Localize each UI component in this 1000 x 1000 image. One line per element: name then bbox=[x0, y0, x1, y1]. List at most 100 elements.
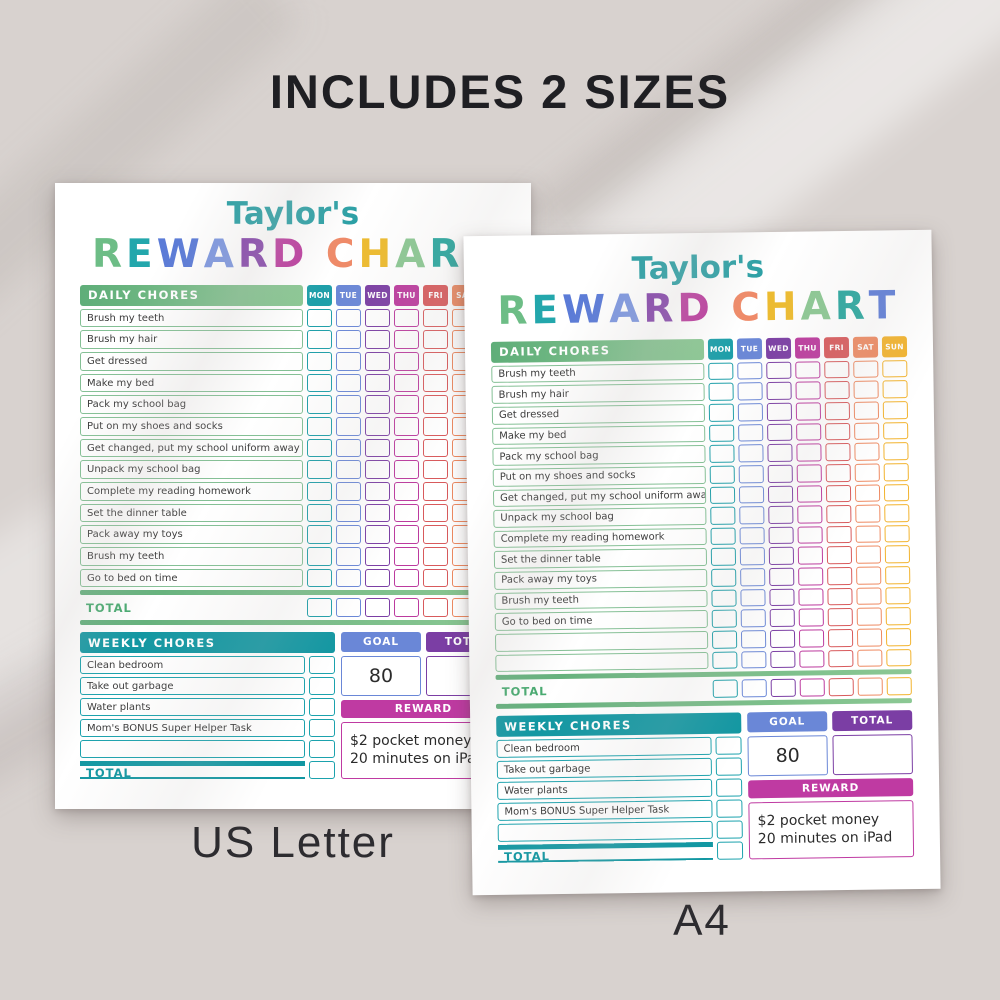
day-header-mon: MON bbox=[707, 338, 734, 360]
day-checkbox-cell bbox=[853, 401, 880, 420]
day-checkbox-cell bbox=[394, 373, 419, 393]
heading-letter: A bbox=[395, 231, 430, 277]
daily-chore-row: Make my bed bbox=[80, 373, 506, 393]
daily-chore-row: Brush my teeth bbox=[494, 586, 911, 611]
weekly-chore-row: Water plants bbox=[497, 778, 743, 800]
heading-letter: R bbox=[497, 288, 532, 334]
chore-name: Get dressed bbox=[80, 352, 303, 371]
weekly-checkbox-cell bbox=[715, 757, 742, 776]
day-checkbox-cell bbox=[336, 547, 361, 566]
day-checkbox-cell bbox=[710, 527, 736, 546]
day-checkbox-cell bbox=[423, 482, 448, 501]
day-checkbox-cell bbox=[856, 566, 882, 585]
day-header-mon: MON bbox=[307, 284, 332, 306]
daily-total-label: TOTAL bbox=[501, 684, 548, 699]
heading-letter: E bbox=[531, 287, 563, 334]
weekly-checkbox-cell bbox=[309, 740, 335, 758]
daily-chore-row: Brush my teeth bbox=[491, 359, 908, 384]
day-checkbox-cell bbox=[711, 568, 737, 587]
day-checkbox-cell bbox=[795, 361, 821, 380]
page-title: INCLUDES 2 SIZES bbox=[269, 65, 731, 118]
day-checkbox-cell bbox=[827, 608, 853, 627]
day-checkbox-cell bbox=[795, 402, 822, 421]
weekly-checkbox-cell bbox=[309, 761, 335, 779]
day-checkbox-cell bbox=[740, 568, 766, 587]
day-checkbox-cell bbox=[824, 401, 851, 420]
day-checkbox-cell bbox=[336, 417, 361, 436]
weekly-chore-row: Clean bedroom bbox=[80, 656, 335, 674]
daily-empty-row bbox=[494, 628, 912, 652]
reward-header: REWARD bbox=[341, 700, 506, 718]
chore-name: Go to bed on time bbox=[80, 568, 303, 588]
chart-heading: REWARD CHART bbox=[80, 231, 506, 277]
day-header-thu: THU bbox=[794, 337, 821, 359]
daily-total-row: TOTAL bbox=[496, 677, 912, 700]
day-checkbox-cell bbox=[885, 566, 911, 585]
chore-name: Unpack my school bag bbox=[80, 460, 303, 480]
day-checkbox-cell bbox=[856, 607, 882, 626]
daily-chore-row: Go to bed on time bbox=[494, 607, 911, 631]
day-checkbox-cell bbox=[882, 359, 908, 378]
day-checkbox-cell bbox=[798, 567, 824, 586]
day-header-fri: FRI bbox=[823, 336, 850, 358]
day-checkbox-cell bbox=[885, 586, 911, 605]
chore-name: Make my bed bbox=[80, 373, 303, 393]
day-checkbox-cell bbox=[826, 505, 852, 524]
goal-reward-column: GOAL TOTAL 80 REWARD $2 pocket money 20 minut… bbox=[341, 632, 506, 779]
day-checkbox-cell bbox=[423, 460, 448, 480]
day-checkbox-cell bbox=[796, 484, 823, 503]
day-checkbox-cell bbox=[365, 568, 390, 588]
day-checkbox-cell bbox=[769, 629, 796, 648]
day-checkbox-cell bbox=[336, 503, 361, 523]
day-checkbox-cell bbox=[365, 417, 390, 436]
day-checkbox-cell bbox=[394, 438, 419, 458]
day-checkbox-cell bbox=[739, 506, 765, 525]
goal-value: 80 bbox=[341, 656, 421, 696]
weekly-chore-row: Mom's BONUS Super Helper Task bbox=[497, 799, 743, 821]
total-divider bbox=[80, 590, 506, 596]
weekly-chore-name: Mom's BONUS Super Helper Task bbox=[497, 799, 713, 821]
sheet-a4: Taylor's REWARD CHART DAILY CHORES MON TUE WE… bbox=[463, 229, 941, 896]
day-checkbox-cell bbox=[853, 360, 879, 379]
day-checkbox-cell bbox=[307, 438, 332, 458]
daily-chore-row: Get changed, put my school uniform away bbox=[492, 483, 910, 508]
daily-chore-row: Complete my reading homework bbox=[80, 482, 506, 501]
weekly-total-row: TOTAL bbox=[498, 841, 744, 863]
weekly-checkbox-cell bbox=[716, 778, 743, 797]
day-checkbox-cell bbox=[739, 526, 765, 545]
day-checkbox-cell bbox=[770, 650, 796, 669]
total-column-header: TOTAL bbox=[832, 710, 913, 732]
chore-name: Make my bed bbox=[492, 424, 706, 446]
heading-letter: H bbox=[358, 231, 396, 277]
day-checkbox-cell bbox=[770, 679, 796, 697]
day-checkbox-cell bbox=[365, 547, 390, 566]
day-checkbox-cell bbox=[394, 417, 419, 436]
weekly-total-row: TOTAL bbox=[80, 761, 335, 779]
day-checkbox-cell bbox=[886, 648, 912, 667]
day-checkbox-cell bbox=[768, 526, 794, 545]
day-checkbox-cell bbox=[798, 629, 825, 648]
day-checkbox-cell bbox=[365, 373, 390, 393]
daily-chore-row: Unpack my school bag bbox=[493, 504, 910, 528]
reward-line: 20 minutes on iPad bbox=[757, 828, 893, 847]
goal-reward-column: GOAL TOTAL 80 REWARD $2 pocket money 20 minut… bbox=[747, 710, 915, 860]
heading-letter: T bbox=[868, 282, 900, 329]
day-checkbox-cell bbox=[365, 598, 390, 618]
heading-letter: C bbox=[731, 284, 765, 331]
day-checkbox-cell bbox=[796, 464, 822, 483]
day-checkbox-cell bbox=[307, 482, 332, 501]
day-checkbox-cell bbox=[766, 382, 792, 401]
day-checkbox-cell bbox=[712, 679, 738, 698]
chore-name: Get changed, put my school uniform away bbox=[492, 486, 707, 508]
goal-value: 80 bbox=[747, 735, 828, 777]
day-checkbox-cell bbox=[423, 417, 448, 436]
heading-letter bbox=[308, 235, 326, 276]
chore-name: Put on my shoes and socks bbox=[80, 417, 303, 436]
day-checkbox-cell bbox=[854, 422, 880, 441]
day-checkbox-cell bbox=[423, 352, 448, 371]
daily-chore-row: Get dressed bbox=[80, 352, 506, 371]
weekly-checkbox-cell bbox=[716, 841, 744, 860]
goal-header: GOAL bbox=[747, 711, 828, 733]
day-checkbox-cell bbox=[365, 525, 390, 545]
